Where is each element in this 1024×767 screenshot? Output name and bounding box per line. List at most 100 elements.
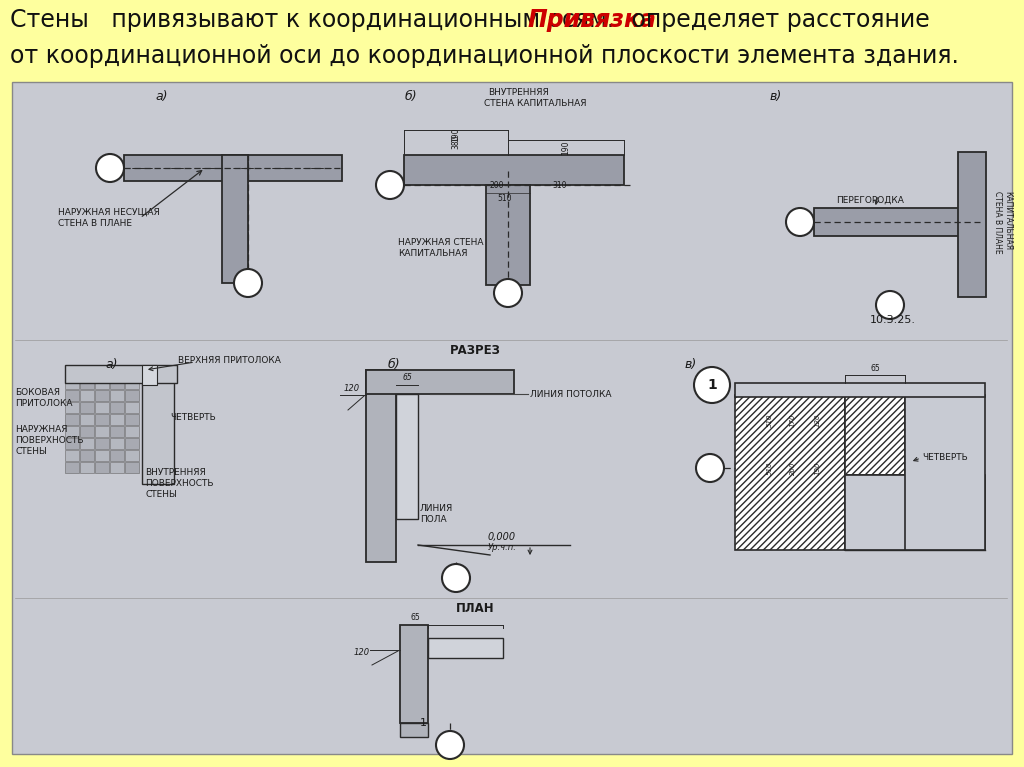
Bar [80, 402, 94, 413]
Text: КАПИТАЛЬНАЯ: КАПИТАЛЬНАЯ [398, 249, 468, 258]
Bar [80, 414, 94, 425]
Text: 1: 1 [708, 378, 717, 392]
Text: 65: 65 [411, 613, 420, 622]
Text: 510: 510 [767, 461, 773, 475]
Text: 510: 510 [767, 413, 773, 426]
Text: РАЗРЕЗ: РАЗРЕЗ [450, 344, 501, 357]
Text: НАРУЖНАЯ СТЕНА: НАРУЖНАЯ СТЕНА [398, 238, 483, 247]
Bar [125, 390, 139, 401]
Bar [65, 365, 177, 383]
Circle shape [494, 279, 522, 307]
Text: 200: 200 [790, 461, 796, 475]
Bar [366, 370, 396, 562]
Text: 10.3.25.: 10.3.25. [870, 315, 916, 325]
Bar [65, 402, 79, 413]
Bar [958, 152, 986, 297]
Bar [125, 426, 139, 437]
Text: СТЕНЫ: СТЕНЫ [15, 447, 47, 456]
Bar [366, 370, 514, 394]
Text: ПОЛА: ПОЛА [420, 515, 446, 524]
Bar [222, 155, 248, 283]
Bar [110, 462, 124, 473]
Bar [735, 395, 845, 550]
Bar [95, 390, 109, 401]
Bar [95, 426, 109, 437]
Bar [80, 462, 94, 473]
Text: ЧЕТВЕРТЬ: ЧЕТВЕРТЬ [922, 453, 968, 462]
Text: Стены   привязывают к координационным осям.: Стены привязывают к координационным осям… [10, 8, 622, 32]
Text: ВНУТРЕННЯЯ: ВНУТРЕННЯЯ [145, 468, 206, 477]
Text: б): б) [406, 90, 418, 103]
Text: от координационной оси до координационной плоскости элемента здания.: от координационной оси до координационно… [10, 44, 958, 68]
Bar [80, 438, 94, 449]
Text: 1: 1 [420, 718, 427, 728]
Text: 190: 190 [815, 461, 821, 475]
Bar [428, 638, 503, 658]
Text: СТЕНА КАПИТАЛЬНАЯ: СТЕНА КАПИТАЛЬНАЯ [484, 99, 587, 108]
Bar [125, 378, 139, 389]
Text: в): в) [770, 90, 782, 103]
Bar [110, 450, 124, 461]
Text: НАРУЖНАЯ НЕСУЩАЯ: НАРУЖНАЯ НЕСУЩАЯ [58, 208, 160, 217]
Text: в): в) [685, 358, 697, 371]
Circle shape [376, 171, 404, 199]
Circle shape [694, 367, 730, 403]
Bar [80, 390, 94, 401]
Bar [110, 414, 124, 425]
Bar [125, 402, 139, 413]
Text: ПЕРЕГОРОДКА: ПЕРЕГОРОДКА [836, 196, 904, 205]
Bar [125, 462, 139, 473]
Text: 65: 65 [402, 373, 412, 382]
Text: а): а) [105, 358, 118, 371]
Text: 200: 200 [489, 181, 504, 190]
Bar [814, 208, 966, 236]
Text: 120: 120 [344, 384, 360, 393]
Bar [95, 414, 109, 425]
Text: 190: 190 [452, 128, 461, 142]
Text: 380: 380 [452, 135, 461, 150]
Text: ПРИТОЛОКА: ПРИТОЛОКА [15, 399, 73, 408]
Bar [95, 450, 109, 461]
Bar [65, 450, 79, 461]
Text: ВНУТРЕННЯЯ: ВНУТРЕННЯЯ [488, 88, 549, 97]
Text: 120: 120 [354, 648, 370, 657]
Bar [142, 368, 174, 484]
Bar [110, 402, 124, 413]
Bar [110, 438, 124, 449]
Bar [396, 394, 418, 519]
Text: 0,000: 0,000 [488, 532, 516, 542]
Bar [110, 390, 124, 401]
Text: Ур.ч.п.: Ур.ч.п. [488, 543, 517, 552]
Bar [65, 378, 79, 389]
Text: НАРУЖНАЯ: НАРУЖНАЯ [15, 425, 68, 434]
Bar [80, 378, 94, 389]
Text: определяет расстояние: определяет расстояние [624, 8, 930, 32]
Text: Привязка: Привязка [528, 8, 657, 32]
Bar [404, 155, 624, 185]
Circle shape [96, 154, 124, 182]
Text: 65: 65 [870, 364, 880, 373]
Bar [80, 426, 94, 437]
Text: 120: 120 [815, 413, 821, 426]
Bar [80, 450, 94, 461]
Bar [125, 438, 139, 449]
Bar [845, 395, 905, 475]
Text: ВЕРХНЯЯ ПРИТОЛОКА: ВЕРХНЯЯ ПРИТОЛОКА [178, 356, 281, 365]
Bar [95, 438, 109, 449]
Bar [735, 383, 985, 397]
Text: ЛИНИЯ ПОТОЛКА: ЛИНИЯ ПОТОЛКА [530, 390, 611, 399]
Bar [400, 625, 428, 723]
Text: 310: 310 [553, 181, 567, 190]
Text: ПОВЕРХНОСТЬ: ПОВЕРХНОСТЬ [145, 479, 213, 488]
Text: ЧЕТВЕРТЬ: ЧЕТВЕРТЬ [170, 413, 216, 422]
Text: БОКОВАЯ: БОКОВАЯ [15, 388, 60, 397]
Text: ЛИНИЯ: ЛИНИЯ [420, 504, 454, 513]
Circle shape [442, 564, 470, 592]
Bar [124, 155, 342, 181]
Bar [65, 426, 79, 437]
Bar [95, 402, 109, 413]
Bar [110, 378, 124, 389]
Text: а): а) [155, 90, 168, 103]
Text: ПЛАН: ПЛАН [456, 602, 495, 615]
Bar [65, 414, 79, 425]
